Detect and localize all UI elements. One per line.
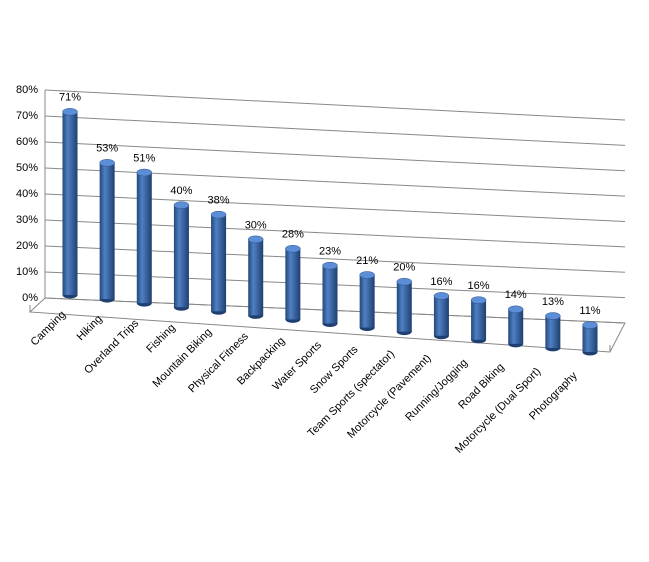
y-tick-label: 50% [16, 162, 38, 174]
bar-top [136, 168, 153, 177]
bar [359, 274, 375, 328]
data-label: 53% [96, 143, 118, 155]
bar [471, 300, 487, 340]
bar-top [582, 321, 598, 329]
bar-top [507, 305, 524, 314]
bar [322, 265, 338, 324]
data-label: 16% [468, 280, 490, 292]
data-label: 20% [393, 262, 415, 274]
bar-top [433, 292, 450, 300]
grid-line [44, 193, 626, 222]
y-tick-label: 10% [16, 266, 38, 278]
bar-top [285, 244, 301, 253]
data-label: 23% [319, 246, 341, 258]
bar-top [173, 201, 190, 209]
bar-top [322, 261, 338, 270]
bar [508, 309, 524, 344]
bar-top [62, 108, 78, 116]
data-label: 16% [430, 276, 452, 288]
y-tick-label: 40% [16, 188, 38, 200]
y-tick-label: 30% [16, 214, 38, 226]
bar [396, 281, 412, 332]
data-label: 38% [208, 195, 230, 207]
bar-top [247, 235, 264, 244]
bar [211, 214, 227, 312]
bar [173, 205, 189, 308]
y-tick-label: 20% [16, 240, 38, 252]
bar [433, 295, 449, 336]
grid-line [44, 141, 626, 172]
y-tick-label: 70% [16, 110, 38, 122]
bar-top [470, 296, 487, 304]
bar [582, 325, 598, 352]
bar-top [545, 312, 561, 320]
data-label: 30% [245, 219, 267, 231]
bar [545, 315, 561, 348]
bar-top [210, 210, 227, 219]
bar-top [99, 159, 115, 167]
x-tick-label: Motorcycle (Pavement) [345, 352, 433, 440]
bar-top [359, 271, 375, 279]
data-label: 13% [542, 296, 564, 308]
y-tick-label: 0% [22, 292, 38, 304]
y-tick-label: 60% [16, 136, 38, 148]
bar [285, 248, 301, 320]
data-label: 71% [59, 92, 81, 104]
data-label: 51% [133, 152, 155, 164]
bar [248, 239, 264, 316]
grid-line [44, 115, 626, 146]
bar [62, 111, 78, 295]
data-label: 21% [356, 255, 378, 267]
x-tick-label: Hiking [75, 313, 105, 343]
bar [136, 172, 152, 304]
data-label: 14% [505, 289, 527, 301]
grid-line [44, 219, 626, 248]
data-label: 11% [579, 305, 600, 317]
grid-line [44, 89, 626, 121]
data-label: 40% [170, 185, 192, 197]
x-tick-label: Camping [29, 309, 69, 349]
data-label: 28% [282, 229, 304, 241]
bar [99, 162, 115, 300]
y-tick-label: 80% [16, 84, 38, 96]
grid-line [44, 167, 626, 197]
bar-top [396, 277, 413, 286]
x-tick-label: Fishing [144, 322, 178, 356]
